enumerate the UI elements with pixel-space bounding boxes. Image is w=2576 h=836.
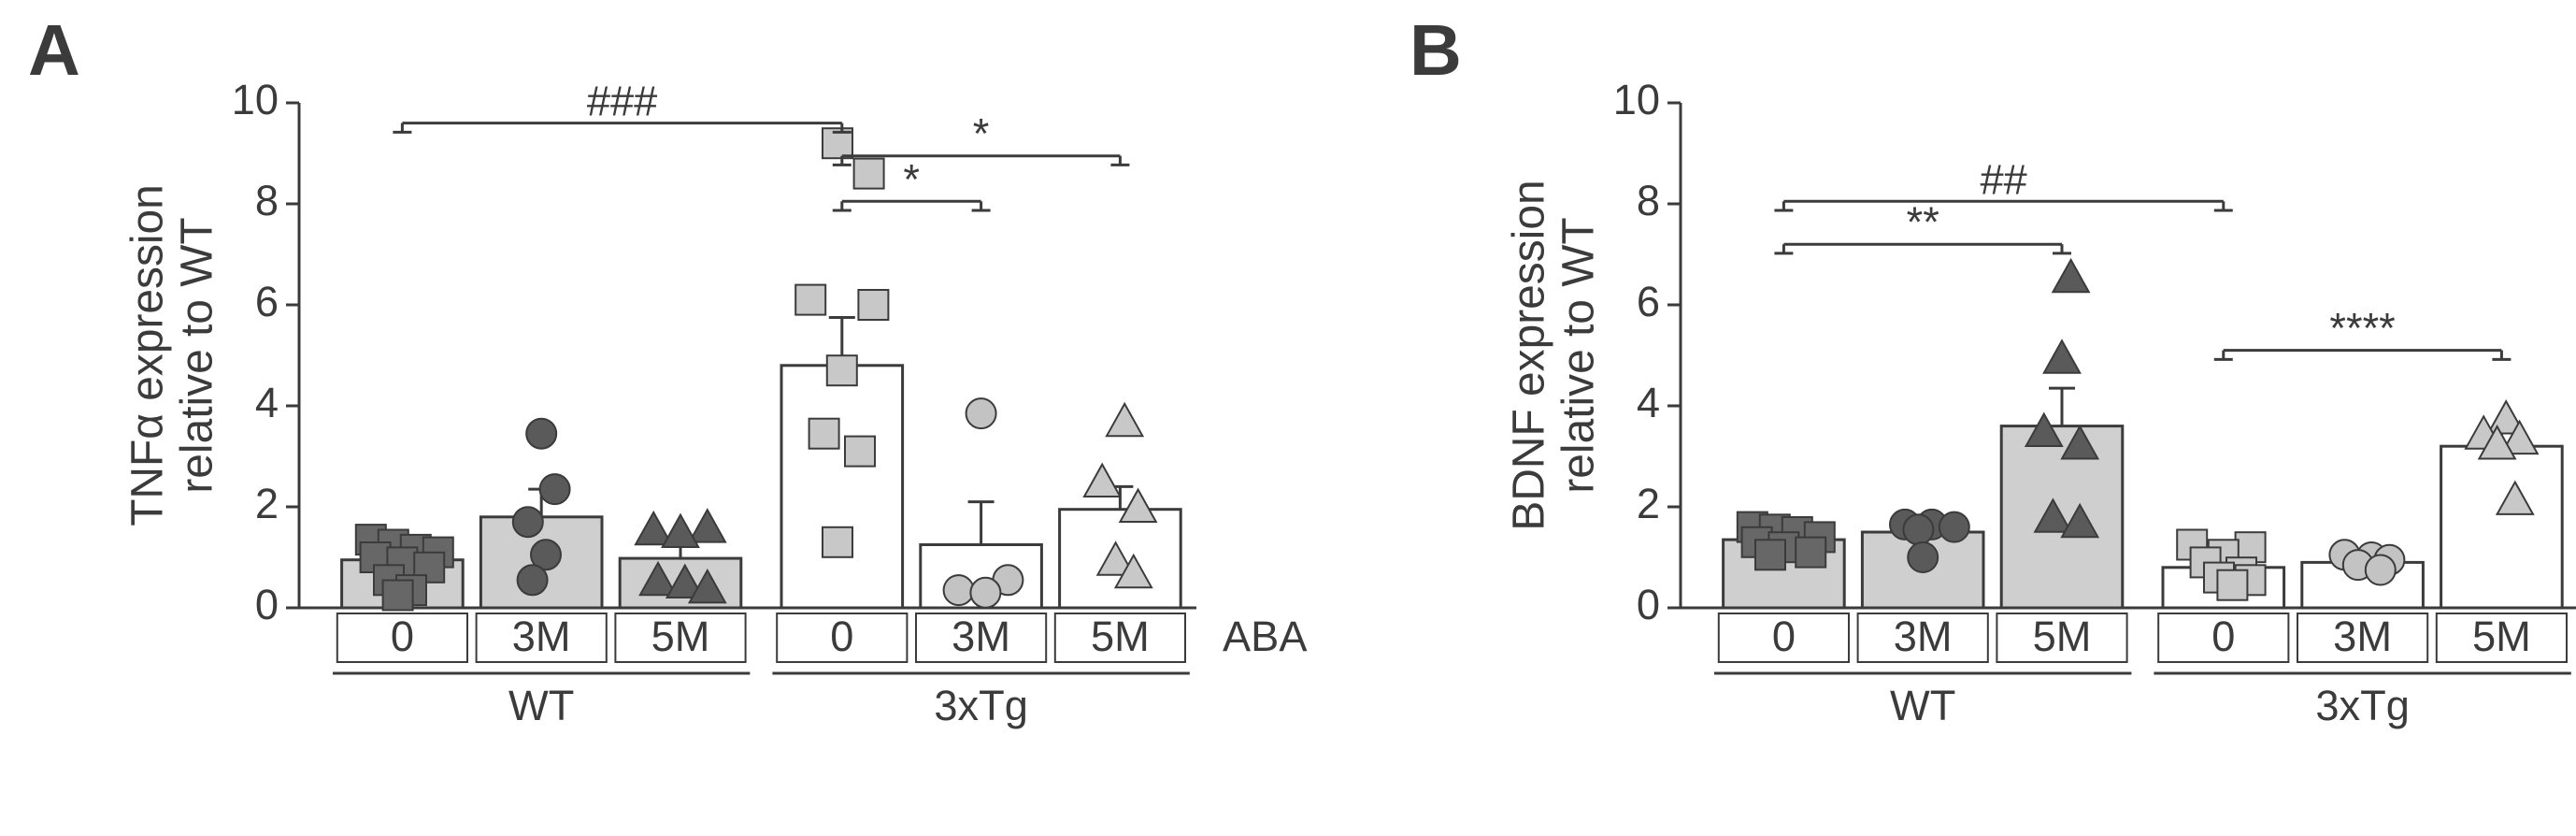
svg-text:0: 0 <box>1637 581 1660 628</box>
svg-text:*: * <box>903 155 920 203</box>
svg-text:****: **** <box>2329 305 2395 353</box>
panel-a: A 0 2 4 6 8 10 TNFα expressionrelative to WT ##… <box>0 0 1381 813</box>
panel-a-svg: 0 2 4 6 8 10 TNFα expressionrelative to WT ### *… <box>56 19 1344 831</box>
svg-text:4: 4 <box>1637 379 1660 426</box>
svg-text:BDNF expression: BDNF expression <box>1505 180 1554 530</box>
svg-text:0: 0 <box>830 613 853 660</box>
svg-text:##: ## <box>1980 155 2026 203</box>
svg-text:3xTg: 3xTg <box>934 682 1028 729</box>
svg-text:relative to WT: relative to WT <box>1553 217 1603 493</box>
svg-text:8: 8 <box>255 177 279 224</box>
svg-text:8: 8 <box>1637 177 1660 224</box>
svg-text:###: ### <box>587 78 657 125</box>
svg-text:0: 0 <box>391 613 414 660</box>
svg-text:4: 4 <box>255 379 279 426</box>
svg-text:6: 6 <box>255 278 279 325</box>
svg-text:0: 0 <box>1772 613 1796 660</box>
figure: A 0246810TNFα expressionrelative to WT##… <box>0 0 2576 813</box>
svg-text:*: * <box>973 110 990 158</box>
svg-text:relative to WT: relative to WT <box>172 217 222 493</box>
svg-text:**: ** <box>1907 198 1939 246</box>
svg-text:WT: WT <box>1890 682 1955 729</box>
svg-text:WT: WT <box>508 682 574 729</box>
panel-b: B 0 2 4 6 8 10 BDNF expressionrelative to WT ##… <box>1381 0 2576 813</box>
svg-text:5M: 5M <box>2472 613 2531 660</box>
svg-text:6: 6 <box>1637 278 1660 325</box>
svg-text:3M: 3M <box>512 613 571 660</box>
svg-text:10: 10 <box>232 76 279 123</box>
svg-text:TNFα expression: TNFα expression <box>123 184 173 526</box>
svg-text:2: 2 <box>255 480 279 527</box>
svg-text:5M: 5M <box>1091 613 1150 660</box>
svg-text:5M: 5M <box>2033 613 2092 660</box>
svg-text:ABA: ABA <box>1223 613 1308 660</box>
svg-text:3xTg: 3xTg <box>2315 682 2410 729</box>
svg-text:10: 10 <box>1613 76 1660 123</box>
svg-text:3M: 3M <box>1894 613 1953 660</box>
panel-a-label: A <box>28 9 80 93</box>
panel-b-label: B <box>1410 9 1462 93</box>
panel-b-svg: 0 2 4 6 8 10 BDNF expressionrelative to WT ## **… <box>1438 19 2576 831</box>
svg-text:0: 0 <box>255 581 279 628</box>
svg-text:0: 0 <box>2211 613 2235 660</box>
svg-text:3M: 3M <box>952 613 1010 660</box>
svg-text:3M: 3M <box>2333 613 2392 660</box>
svg-text:5M: 5M <box>651 613 710 660</box>
svg-text:2: 2 <box>1637 480 1660 527</box>
